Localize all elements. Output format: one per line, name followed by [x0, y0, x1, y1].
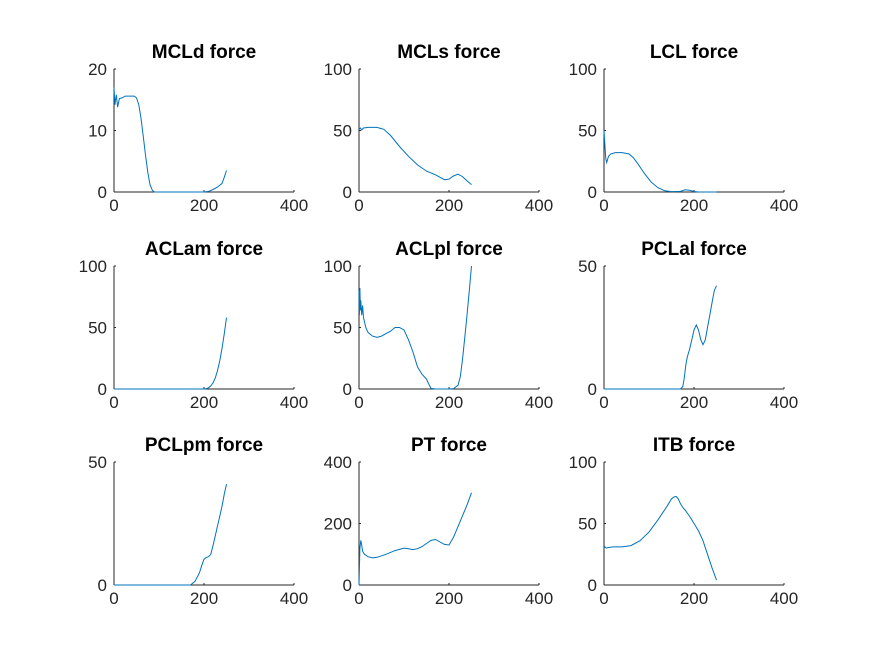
x-tick-label: 400 — [280, 393, 308, 412]
x-tick-label: 200 — [680, 393, 708, 412]
series-line — [114, 317, 227, 390]
y-tick-label: 0 — [588, 576, 597, 595]
series-line — [358, 265, 472, 390]
y-tick-label: 400 — [324, 453, 352, 472]
series-line — [114, 483, 227, 586]
x-tick-label: 200 — [190, 393, 218, 412]
x-tick-label: 0 — [599, 589, 608, 608]
y-tick-label: 0 — [588, 380, 597, 399]
y-tick-label: 10 — [88, 122, 107, 141]
x-tick-label: 200 — [435, 589, 463, 608]
y-tick-label: 20 — [88, 60, 107, 79]
y-tick-label: 50 — [333, 122, 352, 141]
x-tick-label: 400 — [770, 393, 798, 412]
y-tick-label: 100 — [79, 257, 107, 276]
series-line — [603, 130, 717, 193]
y-tick-label: 0 — [588, 183, 597, 202]
y-tick-label: 100 — [324, 257, 352, 276]
x-tick-label: 400 — [525, 393, 553, 412]
y-tick-label: 0 — [343, 576, 352, 595]
y-tick-label: 100 — [569, 453, 597, 472]
subplot-5: PCLal force 0 200 400 0 50 — [578, 239, 798, 412]
x-tick-label: 200 — [435, 196, 463, 215]
subplot-4: ACLpl force 0 200 400 0 50 100 — [324, 239, 554, 412]
subplot-8: ITB force 0 200 400 0 50 100 — [569, 435, 799, 608]
x-tick-label: 200 — [680, 589, 708, 608]
subplot-3: ACLam force 0 200 400 0 50 100 — [79, 239, 309, 412]
subplot-title: LCL force — [650, 42, 738, 63]
x-tick-label: 400 — [525, 589, 553, 608]
y-tick-label: 50 — [88, 319, 107, 338]
x-tick-label: 0 — [109, 589, 118, 608]
y-tick-label: 50 — [578, 515, 597, 534]
x-tick-label: 400 — [525, 196, 553, 215]
x-tick-label: 200 — [190, 589, 218, 608]
series-line — [113, 87, 227, 193]
y-tick-label: 0 — [98, 183, 107, 202]
series-line — [603, 495, 717, 581]
y-tick-label: 50 — [578, 257, 597, 276]
x-tick-label: 400 — [280, 589, 308, 608]
subplot-title: ITB force — [653, 435, 735, 456]
x-tick-label: 0 — [354, 589, 363, 608]
subplot-title: ACLam force — [145, 239, 263, 260]
subplot-title: MCLd force — [152, 42, 257, 63]
subplot-title: MCLs force — [397, 42, 500, 63]
x-tick-label: 200 — [190, 196, 218, 215]
x-tick-label: 200 — [680, 196, 708, 215]
y-tick-label: 50 — [578, 122, 597, 141]
subplot-1: MCLs force 0 200 400 0 50 100 — [324, 42, 554, 215]
y-tick-label: 50 — [88, 453, 107, 472]
series-line — [358, 126, 472, 185]
y-tick-label: 50 — [333, 319, 352, 338]
x-tick-label: 0 — [354, 196, 363, 215]
series-line — [358, 492, 472, 586]
subplot-title: PCLal force — [641, 239, 747, 260]
x-tick-label: 400 — [280, 196, 308, 215]
y-tick-label: 100 — [569, 60, 597, 79]
subplot-2: LCL force 0 200 400 0 50 100 — [569, 42, 799, 215]
y-tick-label: 0 — [343, 380, 352, 399]
x-tick-label: 400 — [770, 589, 798, 608]
x-tick-label: 200 — [435, 393, 463, 412]
subplot-7: PT force 0 200 400 0 200 400 — [324, 435, 554, 608]
y-tick-label: 200 — [324, 515, 352, 534]
x-tick-label: 0 — [354, 393, 363, 412]
subplot-0: MCLd force 0 200 400 0 10 20 — [88, 42, 308, 215]
y-tick-label: 0 — [98, 576, 107, 595]
series-line — [604, 285, 717, 390]
x-tick-label: 0 — [109, 393, 118, 412]
subplot-title: PCLpm force — [145, 435, 263, 456]
y-tick-label: 0 — [98, 380, 107, 399]
x-tick-label: 0 — [109, 196, 118, 215]
y-tick-label: 0 — [343, 183, 352, 202]
subplot-title: ACLpl force — [395, 239, 503, 260]
x-tick-label: 0 — [599, 393, 608, 412]
y-tick-label: 100 — [324, 60, 352, 79]
x-tick-label: 0 — [599, 196, 608, 215]
subplot-title: PT force — [411, 435, 487, 456]
x-tick-label: 400 — [770, 196, 798, 215]
subplot-6: PCLpm force 0 200 400 0 50 — [88, 435, 308, 608]
